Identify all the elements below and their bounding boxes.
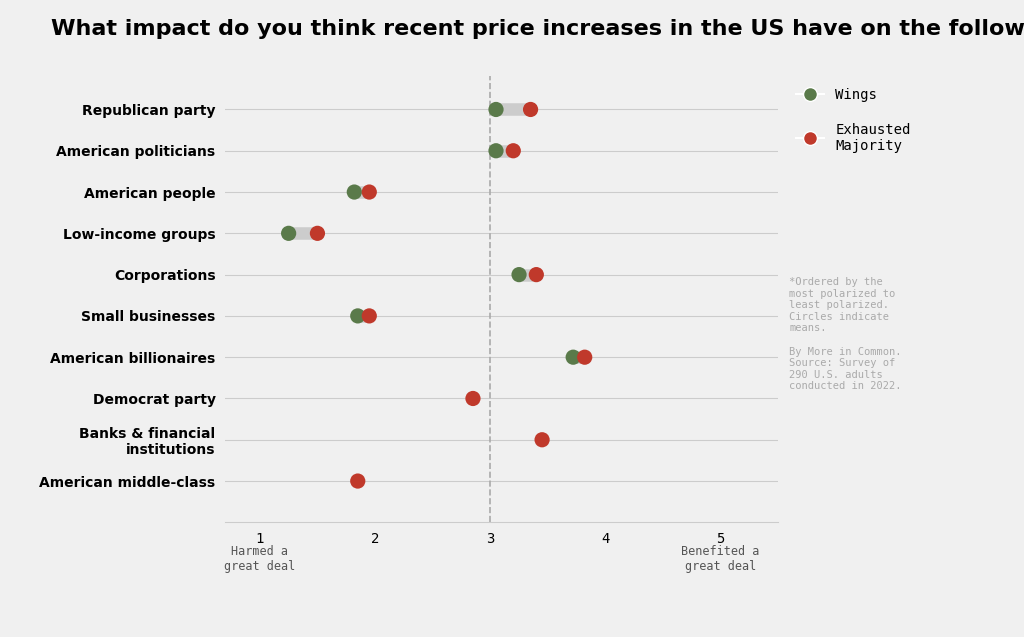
Point bbox=[522, 104, 539, 115]
Point bbox=[487, 104, 504, 115]
Text: Benefited a
great deal: Benefited a great deal bbox=[681, 545, 760, 573]
Text: Harmed a
great deal: Harmed a great deal bbox=[224, 545, 296, 573]
Text: *Ordered by the
most polarized to
least polarized.
Circles indicate
means.

By M: *Ordered by the most polarized to least … bbox=[790, 277, 902, 392]
Legend: Wings, Exhausted
Majority: Wings, Exhausted Majority bbox=[797, 88, 910, 153]
Point bbox=[577, 352, 593, 362]
Point bbox=[487, 146, 504, 156]
Point bbox=[511, 269, 527, 280]
Point bbox=[281, 228, 297, 238]
Point bbox=[349, 476, 366, 486]
Point bbox=[534, 434, 550, 445]
Point bbox=[505, 146, 521, 156]
Point bbox=[349, 311, 366, 321]
Point bbox=[361, 187, 378, 197]
Text: What impact do you think recent price increases in the US have on the following : What impact do you think recent price in… bbox=[51, 19, 1024, 39]
Point bbox=[361, 311, 378, 321]
Point bbox=[565, 352, 582, 362]
Point bbox=[346, 187, 362, 197]
Point bbox=[528, 269, 545, 280]
Point bbox=[465, 394, 481, 404]
Point bbox=[309, 228, 326, 238]
